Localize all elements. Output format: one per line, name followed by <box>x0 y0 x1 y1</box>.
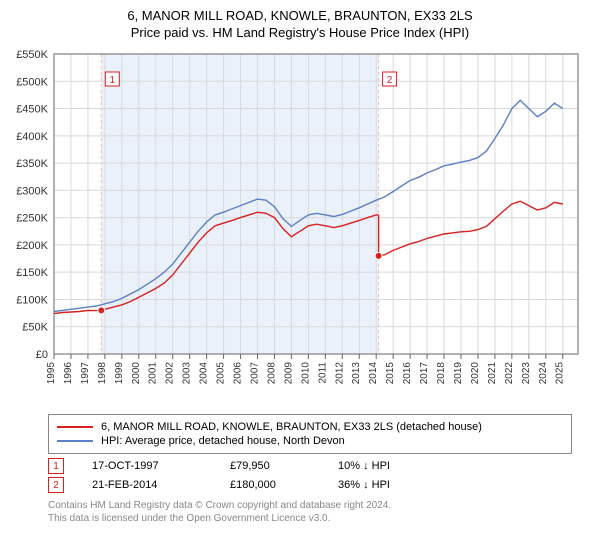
svg-text:2000: 2000 <box>131 362 142 385</box>
page-subtitle: Price paid vs. HM Land Registry's House … <box>8 25 592 40</box>
svg-text:2002: 2002 <box>165 362 176 385</box>
price-chart: £0 £50K £100K £150K £200K £250K £300K £350K £400… <box>8 48 592 408</box>
svg-text:£300K: £300K <box>16 185 48 197</box>
sale-date: 21-FEB-2014 <box>92 479 202 491</box>
sale-row: 1 17-OCT-1997 £79,950 10% ↓ HPI <box>48 458 572 474</box>
svg-text:1: 1 <box>110 75 116 86</box>
sale-relative: 36% ↓ HPI <box>338 479 428 491</box>
svg-text:£0: £0 <box>36 349 48 361</box>
sale-relative: 10% ↓ HPI <box>338 460 428 472</box>
svg-text:2013: 2013 <box>351 362 362 385</box>
legend-label: 6, MANOR MILL ROAD, KNOWLE, BRAUNTON, EX… <box>101 421 482 433</box>
svg-text:2004: 2004 <box>199 362 210 385</box>
svg-text:£250K: £250K <box>16 213 48 225</box>
sale-price: £79,950 <box>230 460 310 472</box>
svg-text:2003: 2003 <box>182 362 193 385</box>
svg-text:£400K: £400K <box>16 131 48 143</box>
svg-text:2019: 2019 <box>453 362 464 385</box>
svg-text:2009: 2009 <box>283 362 294 385</box>
sale-marker: 2 <box>48 477 64 493</box>
svg-text:2023: 2023 <box>521 362 532 385</box>
svg-text:£350K: £350K <box>16 158 48 170</box>
legend-item: HPI: Average price, detached house, Nort… <box>57 435 563 447</box>
svg-text:2020: 2020 <box>470 362 481 385</box>
svg-text:1996: 1996 <box>63 362 74 385</box>
svg-text:2017: 2017 <box>419 362 430 385</box>
svg-text:2024: 2024 <box>538 362 549 385</box>
svg-text:2001: 2001 <box>148 362 159 385</box>
sale-row: 2 21-FEB-2014 £180,000 36% ↓ HPI <box>48 477 572 493</box>
footer-line: This data is licensed under the Open Gov… <box>48 512 572 525</box>
svg-text:2005: 2005 <box>216 362 227 385</box>
svg-text:2015: 2015 <box>385 362 396 385</box>
svg-text:2008: 2008 <box>266 362 277 385</box>
svg-text:2016: 2016 <box>402 362 413 385</box>
svg-text:2018: 2018 <box>436 362 447 385</box>
svg-text:2014: 2014 <box>368 362 379 385</box>
svg-text:2025: 2025 <box>555 362 566 385</box>
svg-text:1998: 1998 <box>97 362 108 385</box>
page-title: 6, MANOR MILL ROAD, KNOWLE, BRAUNTON, EX… <box>8 8 592 23</box>
attribution-footer: Contains HM Land Registry data © Crown c… <box>48 499 572 525</box>
sale-marker: 1 <box>48 458 64 474</box>
svg-text:2007: 2007 <box>249 362 260 385</box>
svg-text:£550K: £550K <box>16 49 48 61</box>
svg-text:2012: 2012 <box>334 362 345 385</box>
svg-text:2022: 2022 <box>504 362 515 385</box>
svg-text:£50K: £50K <box>22 322 48 334</box>
footer-line: Contains HM Land Registry data © Crown c… <box>48 499 572 512</box>
sale-price: £180,000 <box>230 479 310 491</box>
svg-text:1995: 1995 <box>46 362 57 385</box>
svg-text:£500K: £500K <box>16 76 48 88</box>
svg-text:2011: 2011 <box>317 362 328 384</box>
legend-item: 6, MANOR MILL ROAD, KNOWLE, BRAUNTON, EX… <box>57 421 563 433</box>
svg-text:1999: 1999 <box>114 362 125 385</box>
svg-text:2: 2 <box>387 75 393 86</box>
legend-label: HPI: Average price, detached house, Nort… <box>101 435 345 447</box>
svg-text:£150K: £150K <box>16 267 48 279</box>
legend: 6, MANOR MILL ROAD, KNOWLE, BRAUNTON, EX… <box>48 414 572 454</box>
svg-text:£450K: £450K <box>16 104 48 116</box>
sales-table: 1 17-OCT-1997 £79,950 10% ↓ HPI 2 21-FEB-2014… <box>48 458 572 493</box>
legend-swatch <box>57 426 93 428</box>
svg-text:2006: 2006 <box>233 362 244 385</box>
sale-date: 17-OCT-1997 <box>92 460 202 472</box>
svg-text:£100K: £100K <box>16 294 48 306</box>
svg-text:2010: 2010 <box>300 362 311 385</box>
legend-swatch <box>57 440 93 442</box>
svg-text:2021: 2021 <box>487 362 498 385</box>
svg-text:£200K: £200K <box>16 240 48 252</box>
svg-text:1997: 1997 <box>80 362 91 385</box>
